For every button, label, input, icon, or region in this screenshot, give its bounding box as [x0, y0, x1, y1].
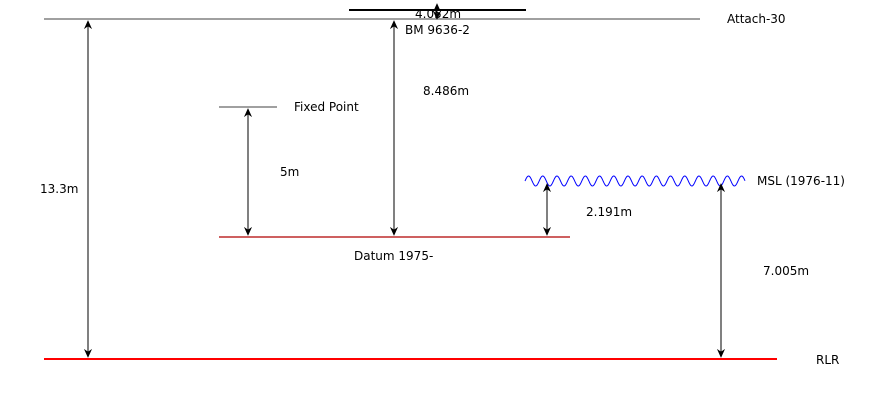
datum-label: Datum 1975- [354, 249, 433, 263]
fixed-point-datum-label: 5m [280, 165, 299, 179]
benchmark-label: BM 9636-2 [405, 23, 470, 37]
attach-label: Attach-30 [727, 12, 786, 26]
rlr-label: RLR [816, 353, 839, 367]
benchmark-height-label: 4.052m [415, 7, 461, 21]
benchmark-datum-label: 8.486m [423, 84, 469, 98]
msl-rlr-label: 7.005m [763, 264, 809, 278]
fixed-point-label: Fixed Point [294, 100, 359, 114]
msl-wave [524, 175, 746, 187]
total-height-label: 13.3m [40, 182, 78, 196]
datum-msl-label: 2.191m [586, 205, 632, 219]
msl-label: MSL (1976-11) [757, 174, 845, 188]
